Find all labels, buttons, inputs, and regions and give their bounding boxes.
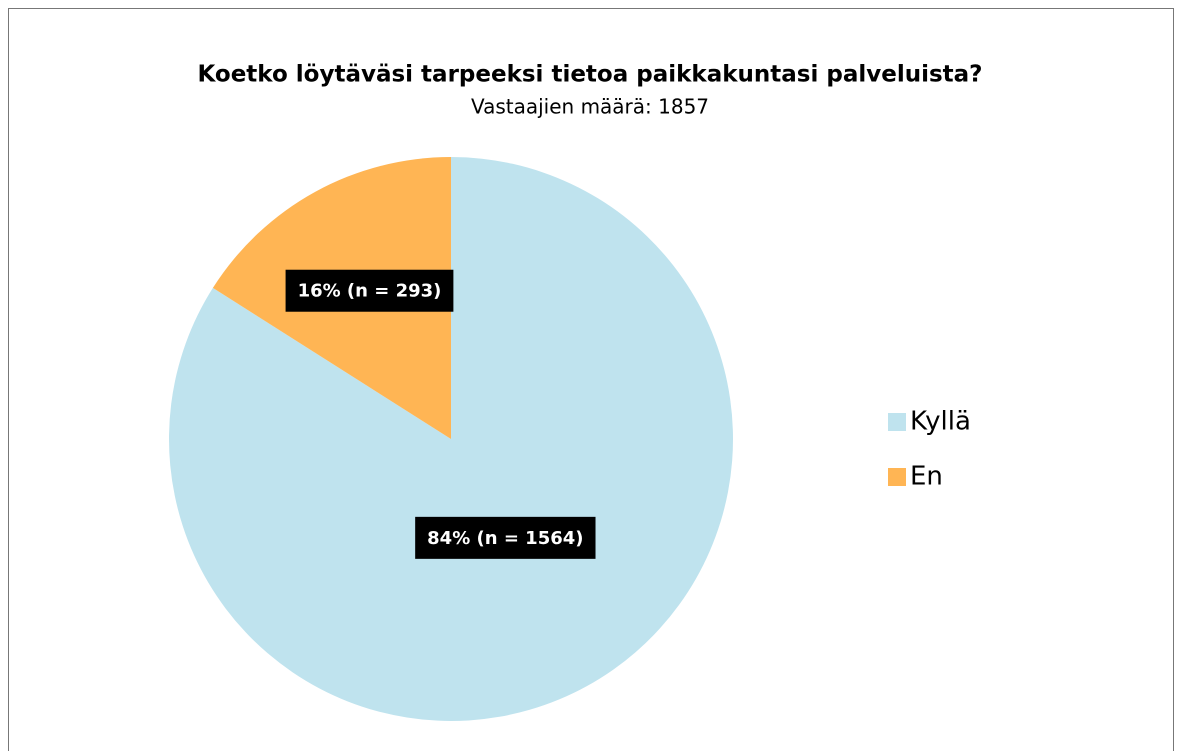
legend-label: En: [910, 462, 943, 492]
data-label: 16% (n = 293): [298, 281, 442, 302]
legend-label: Kyllä: [910, 407, 971, 437]
chart-title: Koetko löytäväsi tarpeeksi tietoa paikka…: [197, 62, 982, 88]
data-label-bg: [415, 516, 596, 559]
data-label-bg: [285, 269, 454, 312]
legend-swatch: [888, 468, 906, 486]
legend-swatch: [888, 413, 906, 431]
chart-subtitle: Vastaajien määrä: 1857: [471, 95, 709, 119]
data-label: 84% (n = 1564): [427, 528, 583, 549]
